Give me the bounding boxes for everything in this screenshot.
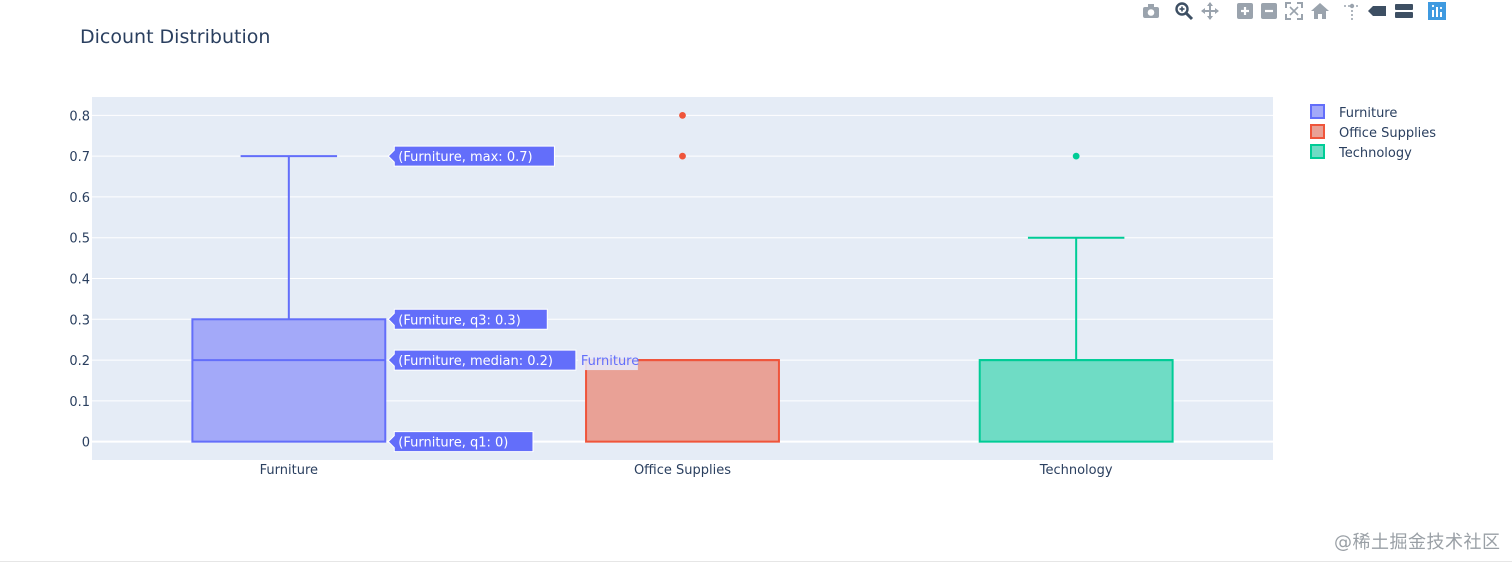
y-tick-label: 0.4 [69,273,90,288]
legend-label: Furniture [1339,106,1397,121]
y-tick-label: 0.7 [69,150,90,165]
legend-item[interactable]: Technology [1310,144,1412,161]
chart-title: Dicount Distribution [80,26,271,48]
y-tick-label: 0.8 [69,109,90,124]
legend-swatch [1310,124,1325,139]
plotly-logo-icon[interactable] [1426,0,1448,22]
hover-closest-icon[interactable] [1366,0,1388,22]
box-trace[interactable] [585,111,780,443]
legend-swatch [1310,144,1325,159]
y-tick-label: 0 [82,436,90,451]
zoom-in-icon[interactable] [1234,0,1256,22]
hover-label-box [387,349,577,371]
spike-lines-icon[interactable] [1341,0,1363,22]
outlier-point[interactable] [679,111,686,119]
legend-item[interactable]: Furniture [1310,104,1397,121]
bottom-divider [0,561,1512,562]
box-body[interactable] [191,318,387,443]
y-tick-label: 0.5 [69,232,90,247]
watermark: @稀土掘金技术社区 [1334,532,1501,553]
hover-label: (Furniture, max: 0.7) [387,145,555,167]
legend-swatch [1310,104,1325,119]
box-trace[interactable] [191,155,387,443]
y-tick-label: 0.6 [69,191,90,206]
autoscale-icon[interactable] [1283,0,1305,22]
box-trace[interactable] [978,152,1174,443]
hover-compare-icon[interactable] [1393,0,1415,22]
box-body[interactable] [978,359,1174,443]
hover-label: (Furniture, median: 0.2) Furniture [387,349,639,371]
plot-area[interactable]: 0 0.1 0.2 0.3 0.4 0.5 0.6 0.7 0.8 Furniture Office… [0,0,1512,520]
y-tick-label: 0.2 [69,354,90,369]
pan-icon[interactable] [1199,0,1221,22]
hover-trace-name-box [577,350,638,371]
hover-label-box [387,431,534,453]
hover-label-text: (Furniture, q3: 0.3) [398,313,520,328]
zoom-out-icon[interactable] [1258,0,1280,22]
hover-label: (Furniture, q3: 0.3) [387,308,548,330]
y-tick-label: 0.1 [69,395,90,410]
box-body[interactable] [585,359,780,443]
legend-item[interactable]: Office Supplies [1310,124,1436,141]
hover-label-box [387,145,555,167]
modebar [1136,0,1456,22]
home-icon[interactable] [1309,0,1331,22]
zoom-icon[interactable] [1173,0,1195,22]
legend-label: Technology [1338,146,1412,161]
hover-label: (Furniture, q1: 0) [387,431,534,453]
outlier-point[interactable] [679,152,686,160]
camera-icon[interactable] [1140,0,1162,22]
y-tick-label: 0.3 [69,313,90,328]
x-tick-label: Furniture [260,463,318,478]
hover-trace-name: Furniture [581,354,639,369]
legend: Furniture Office Supplies Technology [1310,104,1436,161]
x-tick-label: Technology [1039,463,1113,478]
hover-label-text: (Furniture, q1: 0) [398,436,508,451]
x-tick-label: Office Supplies [634,463,731,478]
hover-label-box [387,308,548,330]
hover-labels: (Furniture, max: 0.7) (Furniture, q3: 0.3… [387,145,639,453]
legend-label: Office Supplies [1339,126,1436,141]
hover-label-text: (Furniture, median: 0.2) [398,354,553,369]
outlier-point[interactable] [1072,152,1080,160]
hover-label-text: (Furniture, max: 0.7) [398,150,532,165]
